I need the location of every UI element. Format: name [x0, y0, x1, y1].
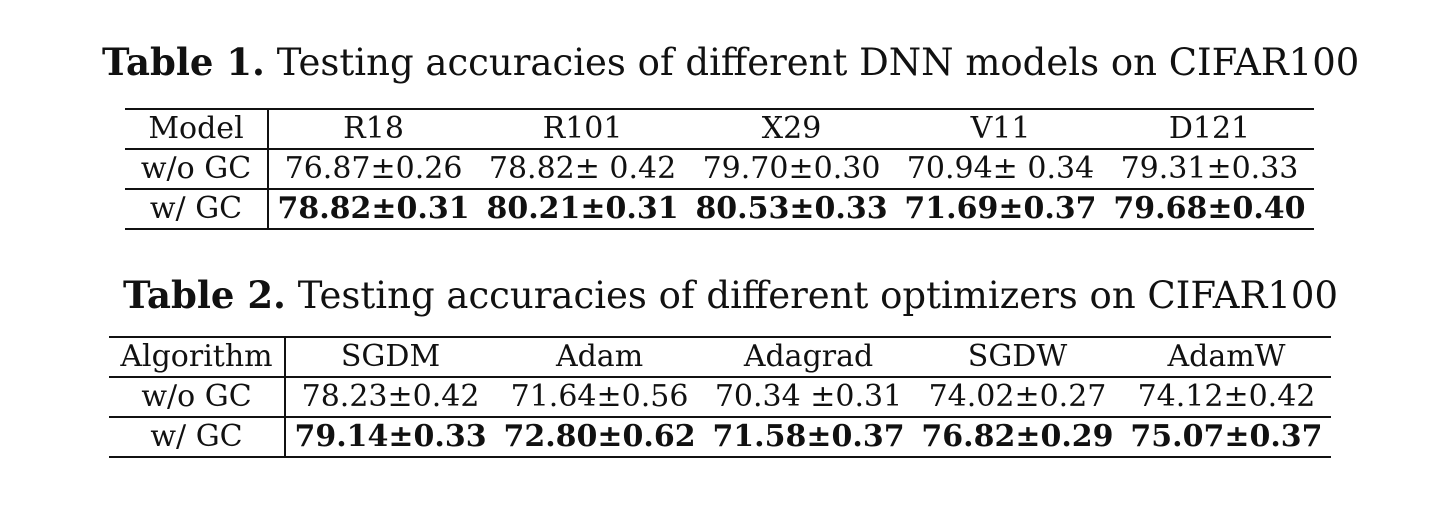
table-1-header-cell: V11: [896, 108, 1105, 149]
table-1-row-label: w/o GC: [125, 148, 269, 189]
table-2-header-cell: Adagrad: [704, 336, 913, 377]
table-2-cell: 78.23±0.42: [285, 376, 496, 417]
table-2-cell: 75.07±0.37: [1121, 416, 1331, 458]
table-1-cell: 79.68±0.40: [1104, 188, 1314, 230]
table-2: Algorithm SGDM Adam Adagrad SGDW AdamW w…: [109, 336, 1331, 458]
table-2-cell: 72.80±0.62: [495, 416, 705, 458]
table-2-cell: 79.14±0.33: [285, 416, 496, 458]
table-2-header-cell: SGDM: [285, 336, 496, 377]
table-2-cell: 74.02±0.27: [913, 376, 1122, 417]
table-2-caption-label: Table 2.: [123, 273, 286, 317]
table-1-cell: 79.31±0.33: [1104, 148, 1314, 189]
table-1-caption-text: Testing accuracies of different DNN mode…: [276, 41, 1360, 84]
table-1-cell: 71.69±0.37: [896, 188, 1105, 230]
table-1-caption: Table 1. Testing accuracies of different…: [102, 41, 1360, 84]
table-1-cell: 80.21±0.31: [478, 188, 688, 230]
table-1-row-label: w/ GC: [125, 188, 269, 230]
table-1-cell: 70.94± 0.34: [896, 148, 1105, 189]
table-2-row-with-gc: w/ GC 79.14±0.33 72.80±0.62 71.58±0.37 7…: [109, 416, 1331, 458]
table-1-row-with-gc: w/ GC 78.82±0.31 80.21±0.31 80.53±0.33 7…: [125, 188, 1314, 230]
table-2-caption-text: Testing accuracies of different optimize…: [297, 274, 1339, 317]
table-1-cell: 79.70±0.30: [687, 148, 896, 189]
table-2-cell: 74.12±0.42: [1121, 376, 1331, 417]
table-1-cell: 78.82±0.31: [268, 188, 479, 230]
table-1-cell: 78.82± 0.42: [478, 148, 688, 189]
table-2-header-cell: SGDW: [913, 336, 1122, 377]
table-1-header-row: Model R18 R101 X29 V11 D121: [125, 108, 1314, 149]
table-1-row-without-gc: w/o GC 76.87±0.26 78.82± 0.42 79.70±0.30…: [125, 148, 1314, 189]
table-2-row-label: w/o GC: [109, 376, 286, 417]
table-2-row-without-gc: w/o GC 78.23±0.42 71.64±0.56 70.34 ±0.31…: [109, 376, 1331, 417]
table-1-header-cell: R18: [268, 108, 479, 149]
table-1-caption-label: Table 1.: [102, 40, 265, 84]
table-2-cell: 71.64±0.56: [495, 376, 705, 417]
table-2-cell: 71.58±0.37: [704, 416, 913, 458]
table-1-cell: 80.53±0.33: [687, 188, 896, 230]
table-1: Model R18 R101 X29 V11 D121 w/o GC 76.87…: [125, 108, 1314, 230]
table-2-header-cell: Algorithm: [109, 336, 286, 377]
table-2-header-cell: Adam: [495, 336, 705, 377]
table-2-header-cell: AdamW: [1121, 336, 1331, 377]
table-2-cell: 76.82±0.29: [913, 416, 1122, 458]
table-2-cell: 70.34 ±0.31: [704, 376, 913, 417]
table-1-header-cell: D121: [1104, 108, 1314, 149]
table-1-header-cell: Model: [125, 108, 269, 149]
table-1-header-cell: X29: [687, 108, 896, 149]
table-2-row-label: w/ GC: [109, 416, 286, 458]
table-2-caption: Table 2. Testing accuracies of different…: [123, 274, 1339, 317]
table-1-header-cell: R101: [478, 108, 688, 149]
table-1-cell: 76.87±0.26: [268, 148, 479, 189]
table-2-header-row: Algorithm SGDM Adam Adagrad SGDW AdamW: [109, 336, 1331, 377]
